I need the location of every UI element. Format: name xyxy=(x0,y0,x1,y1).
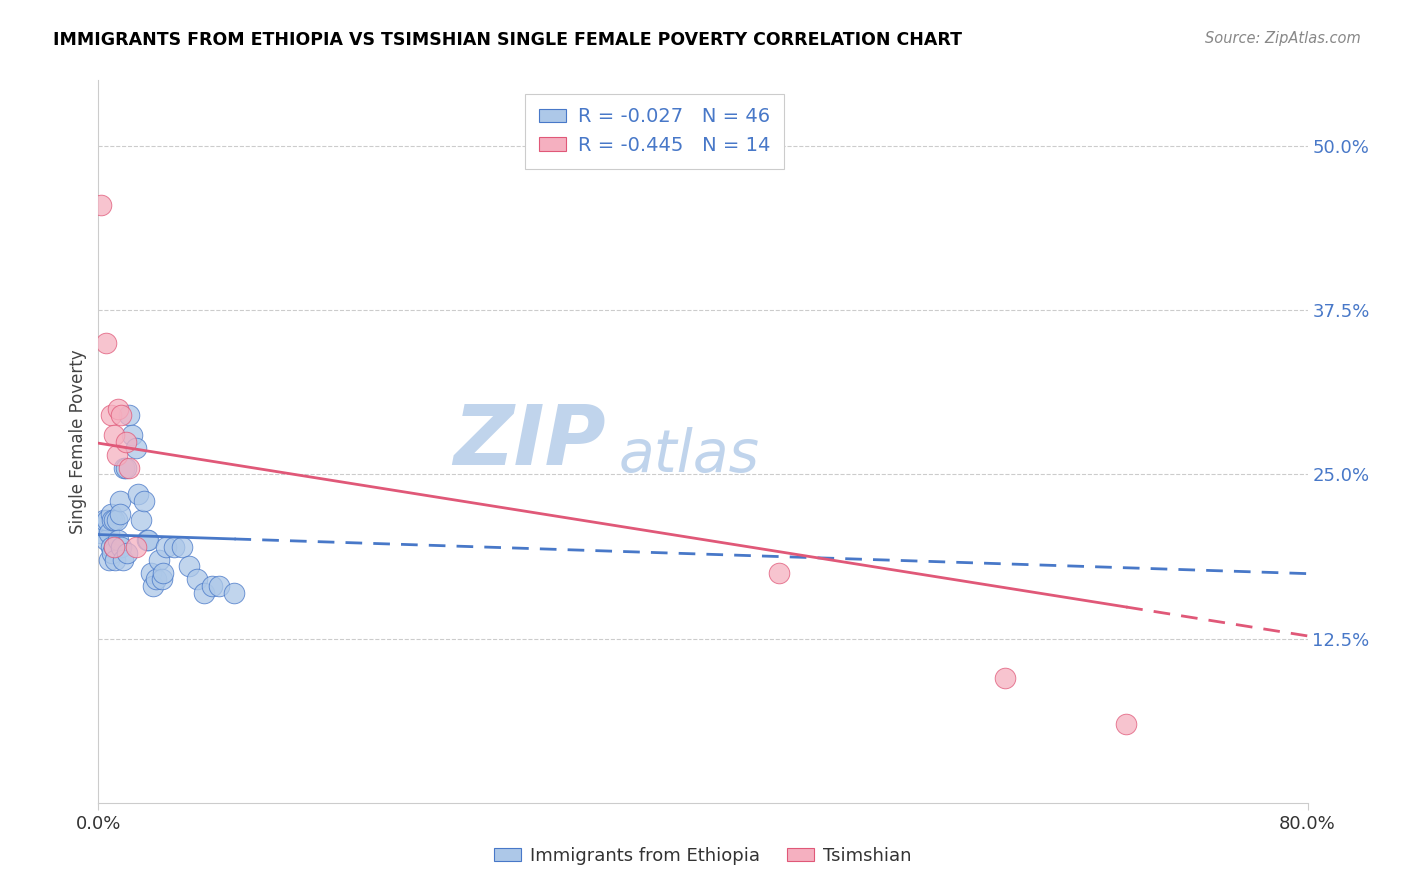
Point xyxy=(768,566,790,580)
Point xyxy=(110,409,132,423)
Point xyxy=(94,533,117,547)
Point xyxy=(125,441,148,455)
Text: IMMIGRANTS FROM ETHIOPIA VS TSIMSHIAN SINGLE FEMALE POVERTY CORRELATION CHART: IMMIGRANTS FROM ETHIOPIA VS TSIMSHIAN SI… xyxy=(53,31,963,49)
Point xyxy=(994,671,1017,685)
Legend: Immigrants from Ethiopia, Tsimshian: Immigrants from Ethiopia, Tsimshian xyxy=(486,840,920,872)
Point xyxy=(94,336,117,351)
Point xyxy=(90,526,112,541)
Point xyxy=(101,546,124,560)
Point xyxy=(107,401,129,416)
Text: atlas: atlas xyxy=(619,427,759,484)
Point xyxy=(114,434,136,449)
Point xyxy=(105,448,128,462)
Point xyxy=(127,487,149,501)
Text: Source: ZipAtlas.com: Source: ZipAtlas.com xyxy=(1205,31,1361,46)
Point xyxy=(103,540,125,554)
Point xyxy=(145,573,167,587)
Point xyxy=(1115,717,1137,731)
Point xyxy=(100,507,122,521)
Point xyxy=(193,585,215,599)
Point xyxy=(121,428,143,442)
Point xyxy=(104,553,127,567)
Legend: R = -0.027   N = 46, R = -0.445   N = 14: R = -0.027 N = 46, R = -0.445 N = 14 xyxy=(526,94,785,169)
Point xyxy=(125,540,148,554)
Point xyxy=(108,507,131,521)
Point xyxy=(208,579,231,593)
Point xyxy=(148,553,170,567)
Y-axis label: Single Female Poverty: Single Female Poverty xyxy=(69,350,87,533)
Point xyxy=(110,540,132,554)
Point xyxy=(98,553,121,567)
Point xyxy=(142,579,165,593)
Point xyxy=(155,540,177,554)
Point xyxy=(107,533,129,547)
Point xyxy=(201,579,224,593)
Point xyxy=(179,559,201,574)
Point xyxy=(112,460,135,475)
Point xyxy=(96,513,118,527)
Point xyxy=(103,428,125,442)
Point xyxy=(141,566,163,580)
Point xyxy=(98,526,121,541)
Point xyxy=(118,409,141,423)
Point xyxy=(150,573,173,587)
Point xyxy=(129,513,152,527)
Point xyxy=(224,585,246,599)
Point xyxy=(152,566,174,580)
Point xyxy=(186,573,208,587)
Point xyxy=(105,513,128,527)
Point xyxy=(100,540,122,554)
Point xyxy=(108,493,131,508)
Point xyxy=(163,540,186,554)
Point xyxy=(170,540,193,554)
Point xyxy=(111,553,134,567)
Point xyxy=(103,513,125,527)
Point xyxy=(115,546,138,560)
Point xyxy=(90,198,112,212)
Point xyxy=(135,533,157,547)
Point xyxy=(93,513,115,527)
Point xyxy=(103,540,125,554)
Point xyxy=(114,460,136,475)
Point xyxy=(91,520,114,534)
Point xyxy=(118,460,141,475)
Point xyxy=(132,493,155,508)
Point xyxy=(100,409,122,423)
Point xyxy=(136,533,159,547)
Point xyxy=(101,513,124,527)
Text: ZIP: ZIP xyxy=(454,401,606,482)
